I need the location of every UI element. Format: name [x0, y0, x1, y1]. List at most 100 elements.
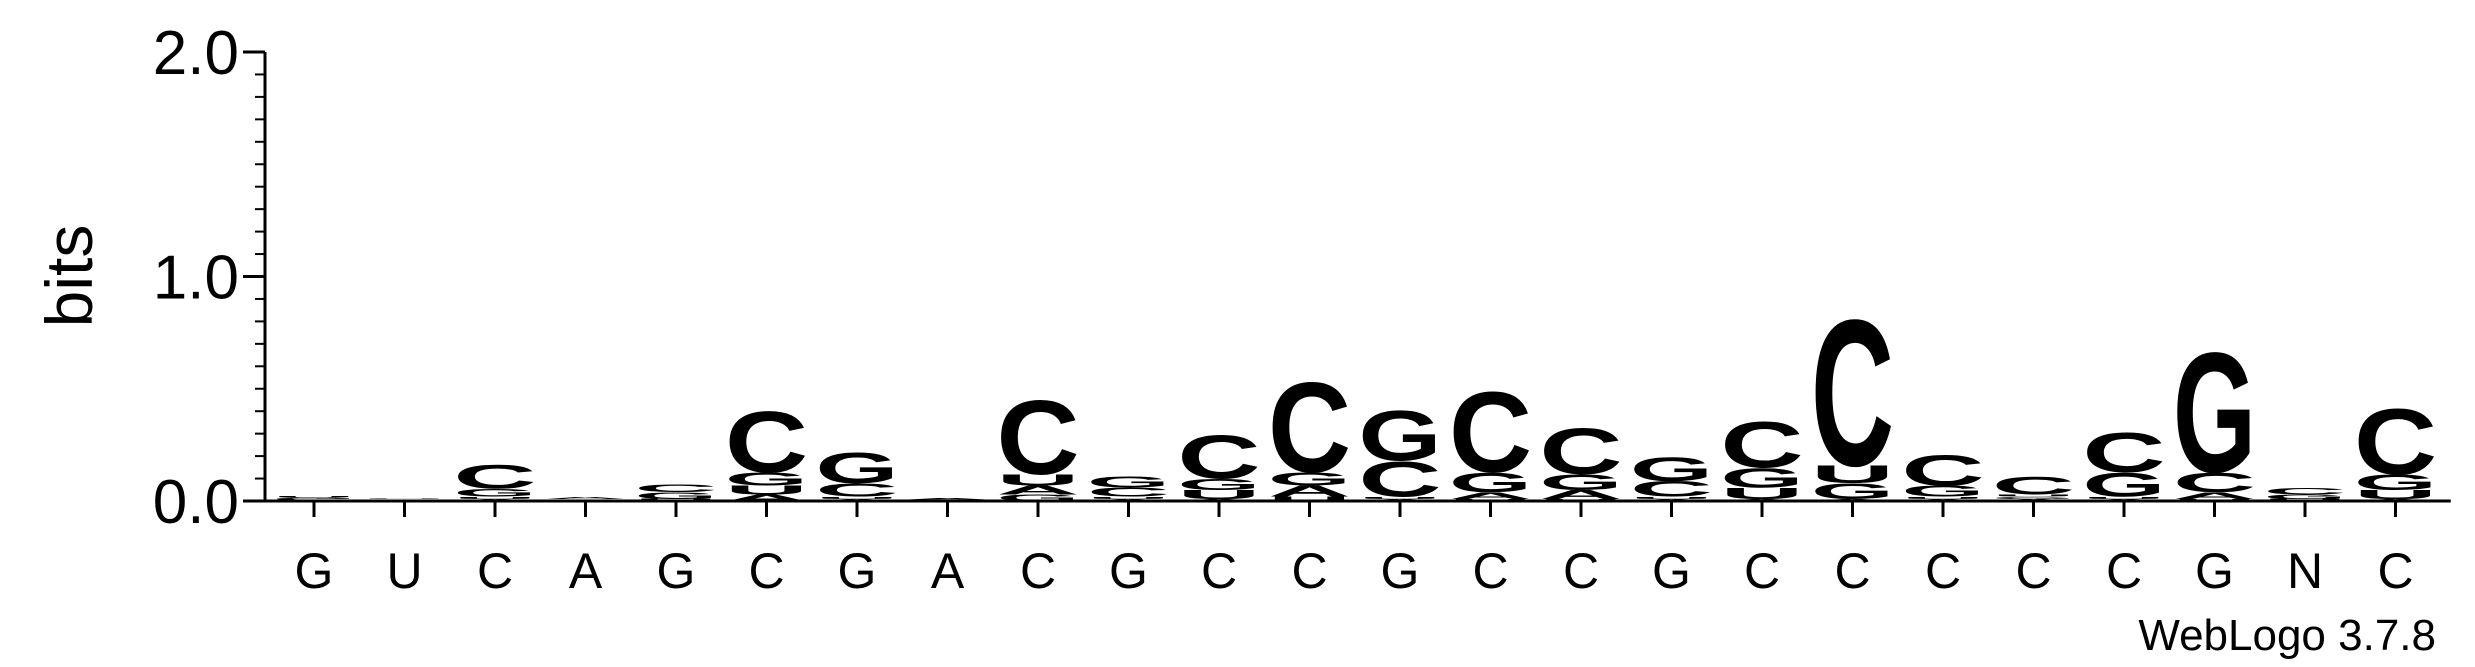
- logo-letter: G: [815, 444, 898, 493]
- x-tick-label: A: [569, 543, 603, 599]
- logo-letter: U: [1358, 496, 1441, 499]
- logo-letter: G: [725, 468, 808, 489]
- x-tick-label: G: [1381, 543, 1420, 599]
- logo-letter: G: [1992, 496, 2075, 500]
- logo-letter: A: [2173, 490, 2256, 500]
- logo-letter: G: [272, 497, 355, 499]
- logo-letter: C: [815, 480, 898, 501]
- logo-letter: A: [1992, 498, 2075, 501]
- x-tick-label: G: [295, 543, 334, 599]
- logo-letter: C: [1901, 446, 1984, 495]
- logo-letter: C: [1177, 422, 1260, 492]
- logo-letter: A: [1720, 498, 1803, 501]
- x-tick-label: C: [1563, 543, 1599, 599]
- x-tick-label: G: [1109, 543, 1148, 599]
- x-tick-label: C: [1201, 543, 1237, 599]
- logo-letter: A: [453, 498, 536, 501]
- logo-letter: C: [1268, 356, 1351, 499]
- logo-letter: C: [906, 500, 989, 501]
- logo-letter: G: [2082, 465, 2165, 503]
- logo-letter: U: [1630, 496, 1713, 499]
- logo-letter: C: [2173, 467, 2256, 498]
- logo-letter: C: [1630, 477, 1713, 501]
- x-tick-label: C: [1925, 543, 1961, 599]
- logo-letter: G: [1087, 474, 1170, 491]
- logo-letter: A: [1268, 483, 1351, 500]
- logo-letter: A: [1901, 498, 1984, 501]
- logo-letter: U: [2354, 488, 2437, 502]
- x-tick-label: G: [657, 543, 696, 599]
- logo-letter: G: [996, 493, 1079, 503]
- logo-letter: A: [1449, 490, 1532, 500]
- logo-letter: A: [1630, 498, 1713, 501]
- logo-letter: G: [1630, 450, 1713, 488]
- logo-letter: G: [363, 500, 446, 501]
- logo-letter: A: [1811, 498, 1894, 501]
- logo-letter: U: [272, 496, 355, 498]
- logo-letter: C: [2354, 390, 2437, 494]
- logo-letter: G: [2354, 470, 2437, 494]
- logo-letter: U: [1811, 461, 1894, 489]
- logo-letter: G: [906, 500, 989, 501]
- logo-letter: A: [2263, 500, 2346, 502]
- logo-letter: C: [272, 498, 355, 500]
- x-tick-label: U: [386, 543, 422, 599]
- y-axis-label: bits: [32, 225, 106, 328]
- x-tick-label: N: [2287, 543, 2323, 599]
- logo-letter: A: [996, 483, 1079, 497]
- logo-letter: G: [453, 487, 536, 499]
- logo-letter: C: [1539, 415, 1622, 488]
- logo-letter: C: [453, 458, 536, 496]
- x-tick-label: G: [838, 543, 877, 599]
- logo-letter: C: [1720, 408, 1803, 481]
- x-tick-label: C: [1291, 543, 1327, 599]
- logo-letter: G: [1177, 476, 1260, 493]
- logo-letter: U: [1449, 498, 1532, 501]
- x-tick-label: C: [1744, 543, 1780, 599]
- logo-letter: G: [544, 500, 627, 501]
- logo-letter: U: [453, 496, 536, 499]
- logo-letter: A: [1539, 488, 1622, 502]
- logo-letter: C: [725, 392, 808, 490]
- logo-letter: U: [725, 483, 808, 497]
- logo-letter: U: [1901, 496, 1984, 499]
- logo-letter: U: [1177, 488, 1260, 502]
- logo-letter: A: [1358, 498, 1441, 501]
- logo-letter: C: [1087, 485, 1170, 499]
- logo-letter: A: [725, 493, 808, 503]
- logo-letter: A: [2354, 498, 2437, 501]
- x-tick-label: C: [1020, 543, 1056, 599]
- x-tick-label: C: [2377, 543, 2413, 599]
- x-tick-label: C: [2015, 543, 2051, 599]
- logo-letter: U: [1992, 494, 2075, 497]
- logo-letter: A: [363, 500, 446, 501]
- logo-letter: A: [1087, 498, 1170, 501]
- x-tick-label: G: [2195, 543, 2234, 599]
- logo-letter: U: [906, 500, 989, 501]
- logo-letter: U: [544, 499, 627, 500]
- logo-letter: C: [363, 499, 446, 500]
- logo-letter: A: [815, 498, 898, 501]
- logo-letter: G: [1720, 462, 1803, 494]
- logo-letter: U: [634, 498, 717, 500]
- y-tick-label: 2.0: [153, 19, 239, 88]
- logo-letter: G: [2173, 318, 2256, 509]
- logo-letter: U: [1268, 495, 1351, 502]
- logo-letter: A: [272, 500, 355, 502]
- logo-letter: G: [1901, 483, 1984, 500]
- logo-letter: U: [815, 496, 898, 499]
- y-tick-label: 0.0: [153, 468, 239, 537]
- logo-letter: C: [996, 379, 1079, 497]
- x-tick-label: C: [748, 543, 784, 599]
- logo-letter: U: [2082, 496, 2165, 499]
- y-tick-label: 1.0: [153, 244, 239, 313]
- logo-letter: G: [1539, 470, 1622, 494]
- logo-letter: C: [2263, 486, 2346, 496]
- x-tick-label: G: [1652, 543, 1691, 599]
- logo-letter: C: [2082, 422, 2165, 485]
- logo-letter: U: [1087, 496, 1170, 499]
- logo-letter: U: [1720, 485, 1803, 502]
- logo-letter: G: [1449, 467, 1532, 499]
- logo-letter: A: [1177, 498, 1260, 501]
- logo-letter: U: [996, 471, 1079, 488]
